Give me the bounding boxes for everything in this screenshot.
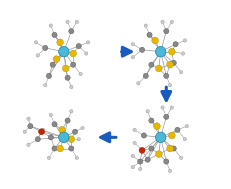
Circle shape: [163, 159, 168, 164]
Circle shape: [46, 73, 51, 78]
Circle shape: [155, 151, 161, 157]
Circle shape: [136, 82, 140, 85]
Circle shape: [145, 110, 149, 113]
Circle shape: [62, 65, 69, 72]
Circle shape: [65, 75, 70, 80]
Circle shape: [151, 37, 158, 44]
Circle shape: [68, 136, 74, 143]
Circle shape: [182, 39, 186, 42]
Circle shape: [57, 145, 63, 152]
Circle shape: [50, 62, 55, 67]
Circle shape: [138, 167, 141, 171]
Circle shape: [163, 114, 168, 119]
Circle shape: [141, 133, 146, 138]
Circle shape: [66, 20, 69, 24]
Circle shape: [166, 61, 173, 68]
Circle shape: [36, 54, 39, 57]
Circle shape: [163, 73, 168, 78]
Circle shape: [43, 45, 48, 50]
Circle shape: [170, 146, 176, 151]
Circle shape: [58, 132, 69, 143]
Circle shape: [182, 138, 186, 141]
Circle shape: [148, 118, 153, 123]
Circle shape: [77, 138, 80, 141]
Circle shape: [153, 123, 160, 129]
Circle shape: [131, 43, 134, 46]
Circle shape: [75, 20, 78, 24]
Circle shape: [65, 118, 70, 123]
Circle shape: [179, 156, 182, 160]
Circle shape: [70, 50, 76, 57]
Circle shape: [53, 56, 60, 63]
Circle shape: [132, 128, 136, 132]
Circle shape: [58, 46, 69, 57]
Circle shape: [160, 106, 164, 109]
Circle shape: [181, 52, 184, 55]
Circle shape: [148, 146, 153, 151]
Circle shape: [131, 154, 134, 158]
Circle shape: [139, 47, 144, 52]
Circle shape: [80, 126, 84, 130]
Circle shape: [148, 62, 153, 67]
Circle shape: [143, 24, 147, 27]
Circle shape: [72, 129, 77, 134]
Circle shape: [49, 24, 52, 27]
Circle shape: [170, 106, 173, 109]
Circle shape: [170, 60, 176, 65]
Circle shape: [184, 125, 188, 128]
Circle shape: [144, 157, 150, 162]
Circle shape: [23, 130, 26, 133]
Circle shape: [163, 29, 168, 34]
Circle shape: [69, 85, 73, 89]
Circle shape: [43, 84, 47, 87]
Circle shape: [27, 143, 30, 146]
Circle shape: [170, 20, 173, 24]
Circle shape: [155, 46, 165, 57]
Circle shape: [155, 65, 161, 72]
Circle shape: [47, 156, 50, 160]
Circle shape: [174, 127, 179, 132]
Circle shape: [58, 126, 65, 133]
Circle shape: [27, 117, 30, 120]
Circle shape: [160, 20, 164, 24]
Circle shape: [52, 122, 57, 127]
Circle shape: [168, 84, 171, 87]
Circle shape: [49, 113, 52, 117]
Circle shape: [68, 29, 74, 34]
Circle shape: [38, 129, 44, 135]
Circle shape: [68, 146, 74, 151]
Circle shape: [172, 42, 177, 47]
Circle shape: [132, 141, 136, 145]
Circle shape: [70, 62, 76, 67]
Circle shape: [28, 124, 33, 129]
Circle shape: [166, 145, 173, 152]
Circle shape: [76, 43, 81, 49]
Circle shape: [52, 146, 57, 151]
Circle shape: [179, 70, 182, 74]
Circle shape: [52, 32, 57, 37]
Circle shape: [137, 159, 142, 164]
Circle shape: [79, 72, 82, 76]
Circle shape: [57, 39, 63, 46]
Circle shape: [86, 41, 89, 44]
Circle shape: [168, 169, 171, 173]
Circle shape: [146, 32, 152, 37]
Circle shape: [155, 132, 165, 143]
Circle shape: [143, 73, 148, 78]
Circle shape: [34, 41, 37, 44]
Circle shape: [131, 56, 134, 59]
Circle shape: [84, 52, 88, 55]
Circle shape: [69, 110, 73, 113]
Circle shape: [131, 165, 134, 169]
Circle shape: [139, 147, 144, 153]
Circle shape: [168, 132, 174, 139]
Circle shape: [48, 135, 53, 140]
Circle shape: [42, 128, 45, 132]
Circle shape: [75, 156, 78, 160]
Circle shape: [35, 137, 40, 142]
Circle shape: [168, 48, 174, 55]
